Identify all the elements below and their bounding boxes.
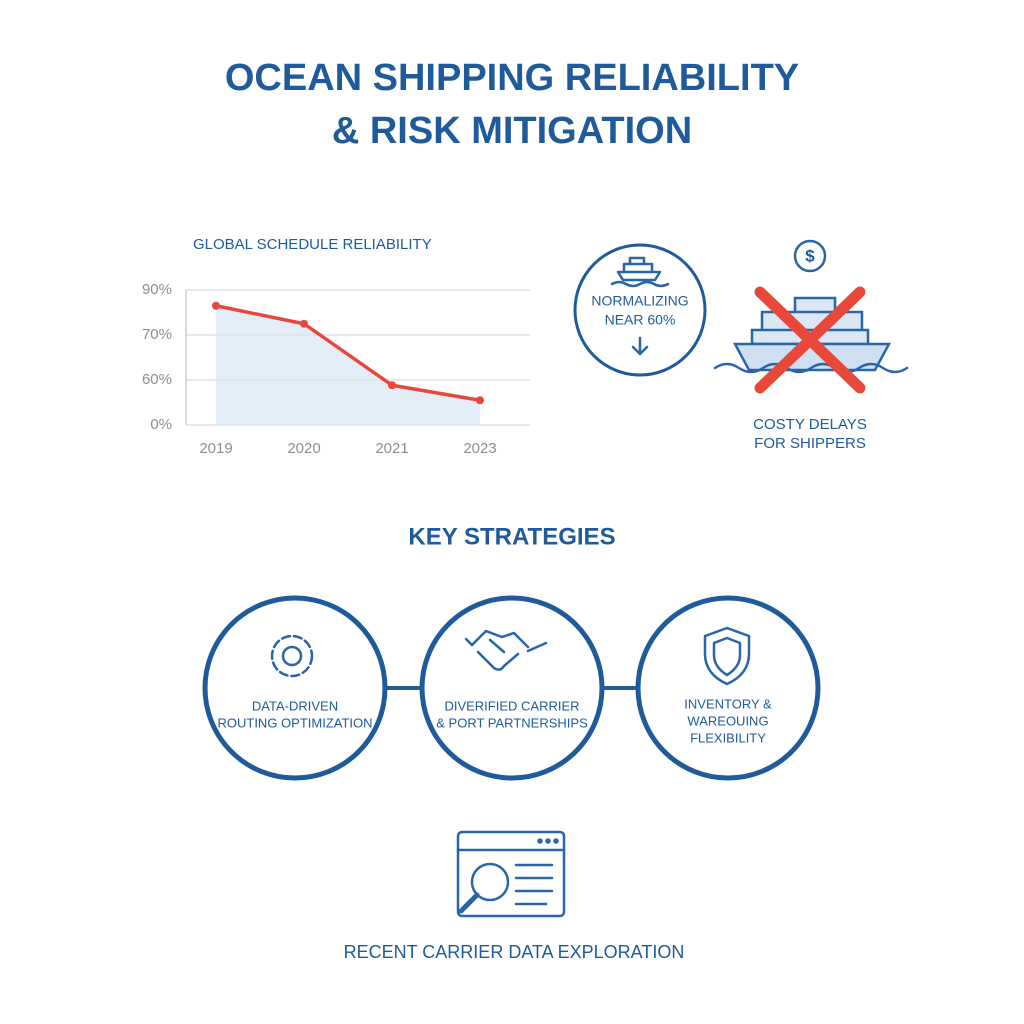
strategy-text: FLEXIBILITY xyxy=(690,730,766,745)
strategy-text: & PORT PARTNERSHIPS xyxy=(436,715,588,730)
y-tick-label: 90% xyxy=(142,281,172,298)
strategy-circle xyxy=(419,595,605,781)
callout-text: NEAR 60% xyxy=(605,312,676,328)
callout-circle xyxy=(573,243,707,377)
svg-text:$: $ xyxy=(805,246,815,265)
gear-icon xyxy=(270,634,314,678)
point xyxy=(388,381,396,390)
x-tick-label: 2020 xyxy=(287,440,320,457)
chart-title: GLOBAL SCHEDULE RELIABILITY xyxy=(193,236,432,253)
point xyxy=(212,301,220,310)
y-tick-label: 60% xyxy=(142,371,172,388)
strategy-text: DATA-DRIVEN xyxy=(252,698,338,713)
section-title: KEY STRATEGIES xyxy=(408,523,615,550)
callout-text: NORMALIZING xyxy=(591,293,688,309)
line xyxy=(215,304,481,402)
handshake-icon xyxy=(464,629,548,671)
x-tick-label: 2019 xyxy=(199,440,232,457)
down-arrow xyxy=(631,336,649,356)
strategy-text: INVENTORY & xyxy=(684,696,772,711)
point xyxy=(476,396,484,405)
line-chart: 90% 70% 60% 0% 2019 2020 2021 2023 xyxy=(142,281,530,457)
impact-text: FOR SHIPPERS xyxy=(754,435,866,452)
data-icon xyxy=(456,830,566,918)
footer-label: RECENT CARRIER DATA EXPLORATION xyxy=(344,942,685,962)
strategy-circle xyxy=(202,595,388,781)
delay-icon: $ xyxy=(713,239,909,394)
impact-text: COSTY DELAYS xyxy=(753,416,867,433)
x-tick-label: 2021 xyxy=(375,440,408,457)
x-tick-label: 2023 xyxy=(463,440,496,457)
title-line: & RISK MITIGATION xyxy=(332,110,692,152)
y-tick-label: 0% xyxy=(150,416,172,433)
strategy-text: ROUTING OPTIMIZATION xyxy=(217,715,372,730)
shield-icon xyxy=(703,626,751,686)
ship-icon xyxy=(610,256,670,288)
title-line: OCEAN SHIPPING RELIABILITY xyxy=(225,57,799,99)
point xyxy=(300,319,308,328)
y-tick-label: 70% xyxy=(142,326,172,343)
strategy-circle xyxy=(635,595,821,781)
strategy-text: DIVERIFIED CARRIER xyxy=(444,698,579,713)
strategy-text: WAREOUING xyxy=(687,713,768,728)
